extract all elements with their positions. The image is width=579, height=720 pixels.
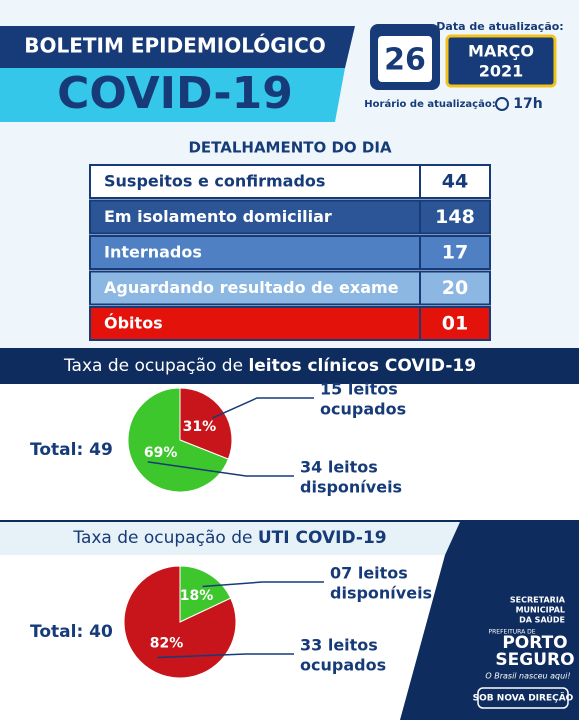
connector	[157, 653, 294, 659]
table-cell	[419, 270, 491, 306]
pie-slice	[179, 565, 232, 623]
calendar-page	[378, 36, 432, 82]
secretaria: SECRETARIA MUNICIPAL DA SAÚDE	[510, 596, 566, 625]
value-label: 82%	[150, 635, 184, 651]
update-label: Data de atualização:	[436, 20, 563, 33]
annotation: 07 leitos	[330, 564, 408, 583]
chart-title: Taxa de ocupação de leitos clínicos COVI…	[63, 356, 476, 376]
badge-text: SOB NOVA DIREÇÃO	[473, 693, 574, 704]
month: MARÇO	[468, 42, 534, 61]
connector	[211, 397, 314, 419]
value-label: 69%	[144, 445, 178, 461]
title-covid: COVID-19	[57, 68, 293, 119]
chart-title-bold: leitos clínicos COVID-19	[248, 356, 476, 376]
chart-title-bold: UTI COVID-19	[258, 528, 387, 548]
badge	[477, 687, 569, 709]
connector	[202, 581, 324, 588]
secretaria-line: DA SAÚDE	[519, 614, 565, 625]
value-label: 31%	[183, 419, 217, 435]
chart-title-prefix: Taxa de ocupação de	[72, 528, 257, 548]
time: 17h	[513, 96, 542, 112]
total: Total: 40	[30, 622, 113, 642]
table-cell	[419, 164, 491, 199]
row-label: Internados	[104, 243, 202, 262]
prefeitura: PREFEITURA DE	[489, 629, 536, 636]
table-cell	[419, 235, 491, 270]
title: BOLETIM EPIDEMIOLÓGICO	[24, 34, 326, 58]
secretaria-line: MUNICIPAL	[516, 606, 565, 615]
secretaria-line: SECRETARIA	[510, 596, 566, 605]
row-label: Em isolamento domiciliar	[104, 207, 332, 226]
slogan: O Brasil nasceu aqui!	[485, 672, 570, 681]
row-label: Óbitos	[104, 314, 163, 333]
annotation: 15 leitos	[320, 380, 398, 399]
row-value: 01	[442, 313, 468, 335]
annotation: 33 leitos	[300, 636, 378, 655]
chart-title-prefix: Taxa de ocupação de	[63, 356, 248, 376]
row-label: Aguardando resultado de exame	[104, 278, 399, 297]
annotation: disponíveis	[330, 584, 432, 603]
clock-icon	[495, 97, 509, 111]
value-label: 18%	[180, 588, 214, 604]
pie-slice	[127, 387, 229, 493]
date-box	[445, 34, 557, 88]
row-label: Suspeitos e confirmados	[104, 172, 325, 191]
annotation: 34 leitos	[300, 458, 378, 477]
row-value: 148	[435, 206, 475, 228]
table-row	[89, 270, 421, 306]
row-value: 44	[442, 171, 468, 193]
table-cell	[419, 199, 491, 235]
chart-panel	[0, 384, 579, 520]
table: Suspeitos e confirmados 44 Em isolamento d…	[89, 164, 491, 341]
city: SEGURO	[495, 650, 574, 670]
year: 2021	[479, 62, 524, 81]
section-band	[0, 522, 460, 555]
table-cell	[419, 306, 491, 341]
time-label: Horário de atualização:	[364, 98, 495, 110]
row-value: 20	[442, 277, 468, 299]
annotation: ocupados	[300, 656, 386, 675]
connector	[147, 461, 294, 477]
title-banner-2	[0, 68, 345, 122]
chart-title: Taxa de ocupação de UTI COVID-19	[72, 528, 386, 548]
total: Total: 49	[30, 440, 113, 460]
annotation: ocupados	[320, 400, 406, 419]
table-title: DETALHAMENTO DO DIA	[188, 139, 391, 157]
title-banner	[0, 26, 355, 68]
city: PORTO	[502, 633, 567, 653]
pie-slice	[179, 387, 233, 460]
annotation: disponíveis	[300, 478, 402, 497]
row-value: 17	[442, 242, 468, 264]
section-band	[0, 348, 579, 384]
day: 26	[384, 43, 426, 78]
pie-slice	[123, 565, 237, 679]
